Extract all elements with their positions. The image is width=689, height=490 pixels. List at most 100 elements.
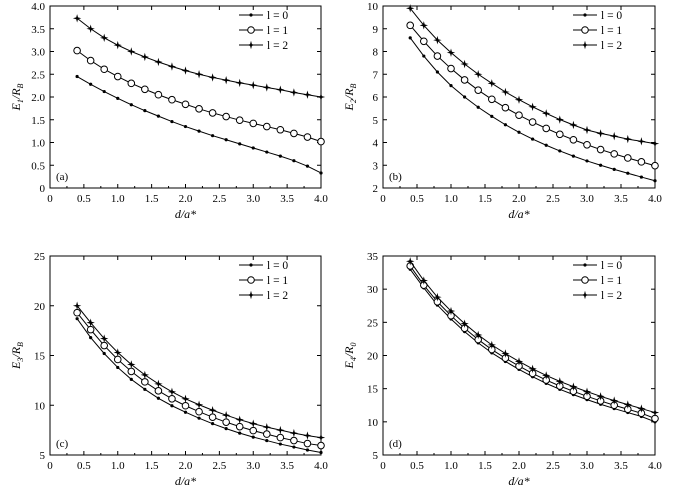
data-point <box>194 400 204 409</box>
data-point <box>460 76 469 84</box>
data-point <box>503 123 507 127</box>
x-axis-label: d/a* <box>175 207 196 221</box>
data-point <box>653 179 657 183</box>
x-tick-label: 3.5 <box>280 193 294 205</box>
x-tick-label: 2.0 <box>512 460 526 472</box>
x-axis-label: d/a* <box>508 474 529 488</box>
data-point <box>276 425 285 435</box>
x-tick-label: 4.0 <box>314 193 328 205</box>
legend-marker <box>247 276 255 284</box>
data-point <box>262 422 271 432</box>
data-point <box>463 95 467 99</box>
y-label-slash: / <box>342 352 356 358</box>
data-point <box>140 370 150 380</box>
data-point <box>156 114 160 118</box>
data-point <box>292 159 296 163</box>
y-label-E-sub: 3 <box>16 358 25 363</box>
data-point <box>276 85 285 94</box>
data-point <box>305 448 310 452</box>
data-point <box>623 134 632 144</box>
legend-label: l = 2 <box>267 290 288 302</box>
data-point <box>542 124 551 133</box>
y-label-E: E <box>342 361 356 370</box>
legend-marker <box>580 290 590 300</box>
y-tick-label: 7 <box>373 69 379 81</box>
data-point <box>637 137 646 146</box>
data-point <box>514 95 524 104</box>
x-axis-label: d/a* <box>508 207 529 221</box>
data-point <box>276 433 285 442</box>
y-tick-label: 10 <box>34 400 46 412</box>
data-point <box>72 14 82 23</box>
data-point <box>156 396 160 400</box>
data-point <box>544 143 548 147</box>
data-point <box>433 52 442 60</box>
y-tick-label: 3.0 <box>31 47 45 59</box>
data-point <box>235 422 244 431</box>
y-tick-label: 2 <box>373 183 379 195</box>
data-point <box>170 119 174 124</box>
data-point <box>249 80 258 90</box>
legend-label: l = 1 <box>601 25 622 37</box>
y-axis-label: E1/RB <box>9 83 25 111</box>
y-tick-label: 4.0 <box>31 1 45 13</box>
y-label-E-sub: 2 <box>349 99 358 103</box>
data-point <box>419 276 428 285</box>
y-label-slash: / <box>9 353 23 359</box>
legend-label: l = 0 <box>267 10 288 22</box>
y-axis-label: E4/R0 <box>342 342 358 369</box>
y-label-R-sub: 0 <box>349 342 358 346</box>
legend: l = 0 l = 1 l = 2 <box>239 10 288 52</box>
y-tick-label: 10 <box>367 1 379 13</box>
data-point <box>650 139 660 148</box>
data-point <box>624 154 632 162</box>
data-point <box>290 129 298 138</box>
y-tick-label: 5 <box>373 115 379 127</box>
data-point <box>433 292 442 302</box>
data-point <box>569 135 578 144</box>
panel-label: (b) <box>389 171 402 183</box>
x-tick-label: 3.5 <box>614 193 628 205</box>
data-point <box>408 36 412 40</box>
data-point <box>168 95 176 104</box>
series-line <box>76 318 322 454</box>
x-tick-label: 1.5 <box>478 460 492 472</box>
data-point <box>170 404 174 408</box>
data-point <box>75 74 79 79</box>
series-2 <box>72 14 326 102</box>
data-point <box>183 124 188 129</box>
data-point <box>558 149 562 153</box>
y-label-E-sub: 1 <box>16 99 25 103</box>
series-1 <box>406 21 659 170</box>
panel-d: 0 0.5 1.0 1.5 2.0 2.5 3.0 3.5 4.0 5 10 15 20 25 30 35 d/… <box>342 251 662 488</box>
y-tick-label: 20 <box>367 351 379 363</box>
data-point <box>221 411 231 420</box>
data-point <box>127 79 136 88</box>
y-label-R: R <box>342 346 356 355</box>
data-point <box>623 400 632 409</box>
data-point <box>422 54 426 58</box>
data-point <box>167 387 177 397</box>
data-point <box>251 435 255 439</box>
data-point <box>249 419 258 428</box>
data-point <box>113 72 122 81</box>
data-point <box>141 85 149 94</box>
data-point <box>100 334 109 343</box>
data-point <box>73 46 81 55</box>
panel-label: (c) <box>56 438 69 450</box>
data-point <box>129 103 133 107</box>
data-point <box>569 382 578 391</box>
data-point <box>100 341 108 350</box>
data-point <box>86 318 95 327</box>
data-point <box>102 89 106 94</box>
data-point <box>420 37 428 46</box>
y-axis-label: E3/RB <box>9 342 25 370</box>
data-point <box>555 377 564 386</box>
data-point <box>474 86 483 94</box>
data-point <box>86 325 95 334</box>
data-point <box>610 131 619 141</box>
series-1 <box>73 46 325 146</box>
data-point <box>89 335 93 340</box>
data-point <box>263 122 271 131</box>
data-point <box>222 418 230 426</box>
